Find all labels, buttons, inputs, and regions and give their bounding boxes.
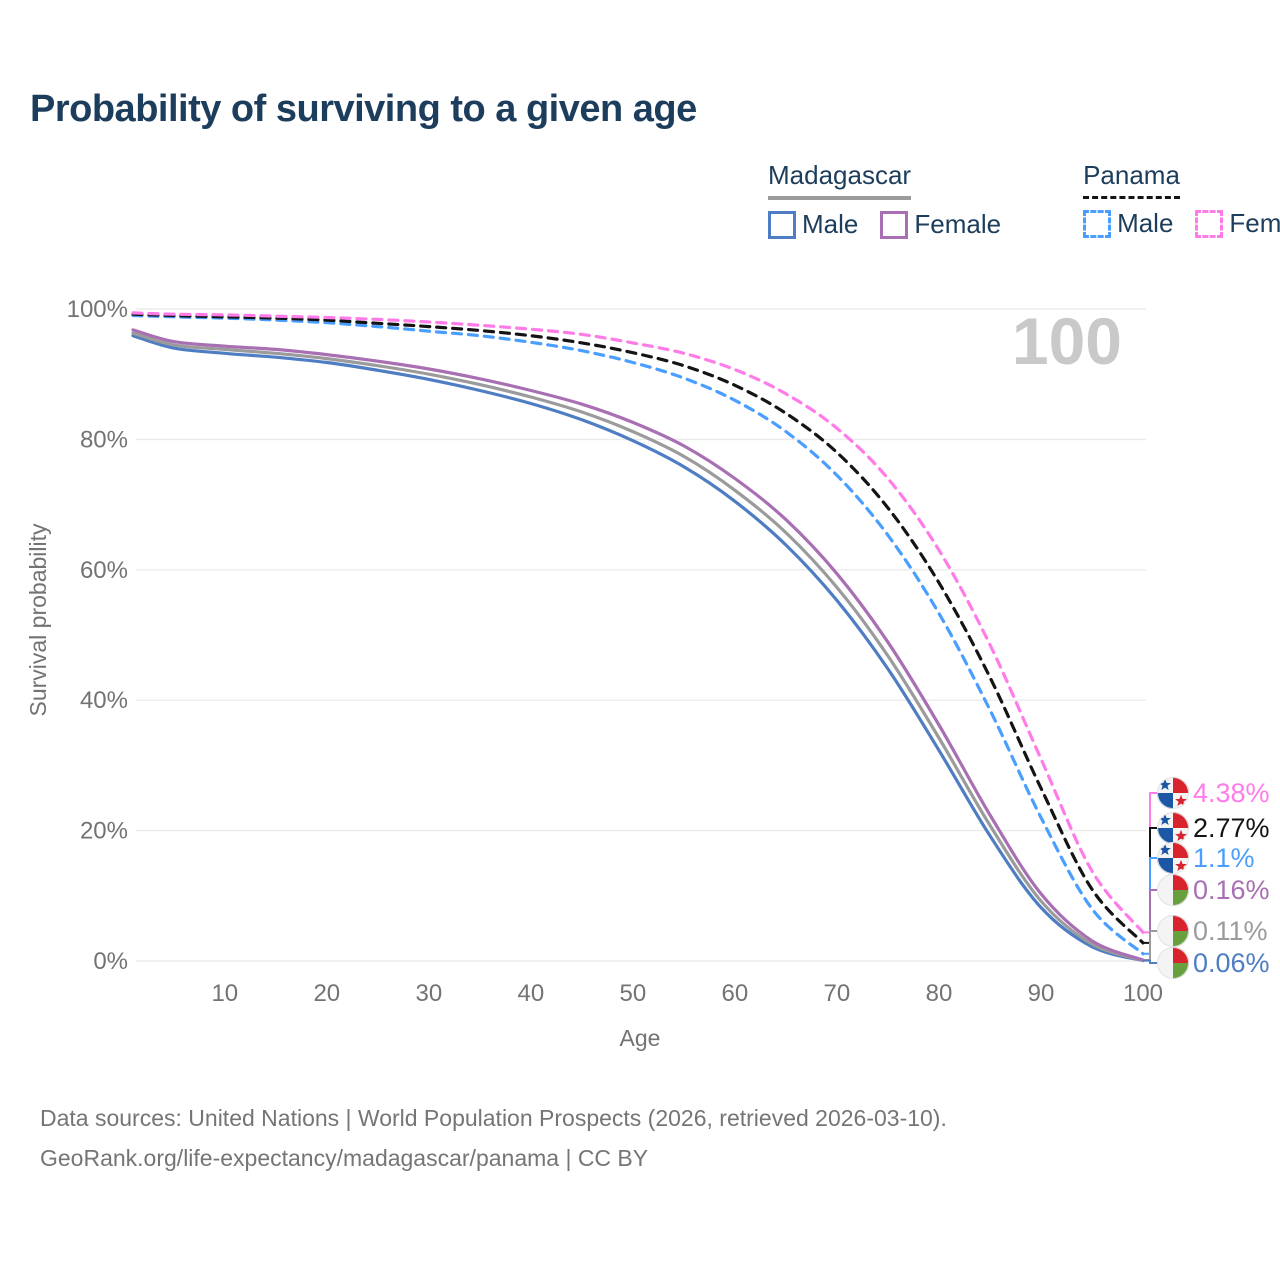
x-tick-label-20: 20	[313, 980, 340, 1007]
series-line-madagascar-female[interactable]	[131, 328, 1145, 962]
x-tick-label-30: 30	[416, 980, 443, 1007]
end-label-panama-female	[1157, 777, 1189, 809]
end-label-value-panama-both-sexes: 2.77%	[1193, 813, 1270, 843]
age-watermark: 100	[1012, 304, 1122, 378]
panama-flag-icon	[1157, 812, 1189, 844]
legend-item-madagascar-female[interactable]: Female	[880, 209, 1001, 240]
legend-swatch-madagascar-male-icon	[768, 210, 796, 239]
y-tick-label-80: 80%	[80, 426, 128, 453]
end-label-panama-both-sexes	[1157, 812, 1189, 844]
legend-label-madagascar-female: Female	[914, 209, 1002, 239]
y-tick-label-100: 100%	[67, 296, 128, 323]
legend-swatch-panama-male-icon	[1083, 209, 1112, 238]
madagascar-flag-icon	[1157, 874, 1189, 906]
legend-swatch-panama-female-icon	[1195, 209, 1224, 238]
legend-label-panama-female: Female	[1229, 208, 1280, 238]
x-tick-label-50: 50	[620, 980, 647, 1007]
series-line-panama-male[interactable]	[131, 313, 1145, 956]
legend-item-panama-male[interactable]: Male	[1083, 208, 1173, 239]
x-tick-label-40: 40	[518, 980, 545, 1007]
madagascar-flag-icon	[1157, 947, 1189, 979]
legend-item-panama-female[interactable]: Female	[1195, 208, 1280, 239]
y-tick-label-60: 60%	[80, 557, 128, 584]
data-sources-footer: Data sources: United Nations | World Pop…	[40, 1098, 947, 1178]
x-tick-label-60: 60	[722, 980, 749, 1007]
end-label-value-panama-male: 1.1%	[1193, 843, 1255, 873]
end-label-value-madagascar-both-sexes: 0.11%	[1193, 916, 1268, 946]
series-line-madagascar-both-sexes[interactable]	[131, 331, 1145, 962]
y-tick-label-40: 40%	[80, 687, 128, 714]
end-label-madagascar-both-sexes	[1157, 915, 1189, 947]
legend-swatch-madagascar-female-icon	[880, 210, 909, 239]
chart-legend: Madagascar Male Female Panama Male	[768, 160, 1280, 240]
end-label-madagascar-male	[1157, 947, 1189, 979]
series-line-panama-both-sexes[interactable]	[131, 312, 1145, 945]
end-label-connector-madagascar-male	[1143, 959, 1157, 964]
y-tick-label-0: 0%	[93, 948, 128, 975]
x-tick-label-10: 10	[211, 980, 238, 1007]
end-label-value-madagascar-female: 0.16%	[1193, 875, 1270, 905]
panama-flag-icon	[1157, 777, 1189, 809]
end-label-madagascar-female	[1157, 874, 1189, 906]
page-title: Probability of surviving to a given age	[30, 88, 697, 130]
x-axis-title: Age	[620, 1025, 661, 1051]
y-axis-title: Survival probability	[25, 523, 51, 717]
legend-group-madagascar: Madagascar Male Female	[768, 160, 1001, 240]
x-tick-label-90: 90	[1028, 980, 1055, 1007]
footer-line-1: Data sources: United Nations | World Pop…	[40, 1105, 947, 1131]
legend-title-panama: Panama	[1083, 160, 1180, 199]
x-tick-label-100: 100	[1123, 980, 1163, 1007]
x-tick-label-70: 70	[824, 980, 851, 1007]
x-tick-label-80: 80	[926, 980, 953, 1007]
legend-label-madagascar-male: Male	[802, 209, 859, 239]
end-label-value-panama-female: 4.38%	[1193, 778, 1270, 808]
madagascar-flag-icon	[1157, 915, 1189, 947]
series-line-madagascar-male[interactable]	[131, 334, 1145, 963]
end-label-connector-madagascar-both-sexes	[1143, 930, 1157, 962]
legend-label-panama-male: Male	[1117, 208, 1174, 238]
legend-title-madagascar: Madagascar	[768, 160, 912, 200]
end-label-value-madagascar-male: 0.06%	[1193, 948, 1270, 978]
legend-item-madagascar-male[interactable]: Male	[768, 209, 858, 240]
y-tick-label-20: 20%	[80, 818, 128, 845]
end-label-panama-male	[1157, 842, 1189, 874]
series-line-panama-female[interactable]	[131, 311, 1145, 934]
footer-line-2: GeoRank.org/life-expectancy/madagascar/p…	[40, 1145, 649, 1171]
panama-flag-icon	[1157, 842, 1189, 874]
legend-group-panama: Panama Male Female	[1083, 160, 1280, 240]
survival-chart: 0% 20% 40% 60% 80% 100% 10 20 30 40 50 60 70 80 90 100 A…	[25, 296, 1270, 1051]
